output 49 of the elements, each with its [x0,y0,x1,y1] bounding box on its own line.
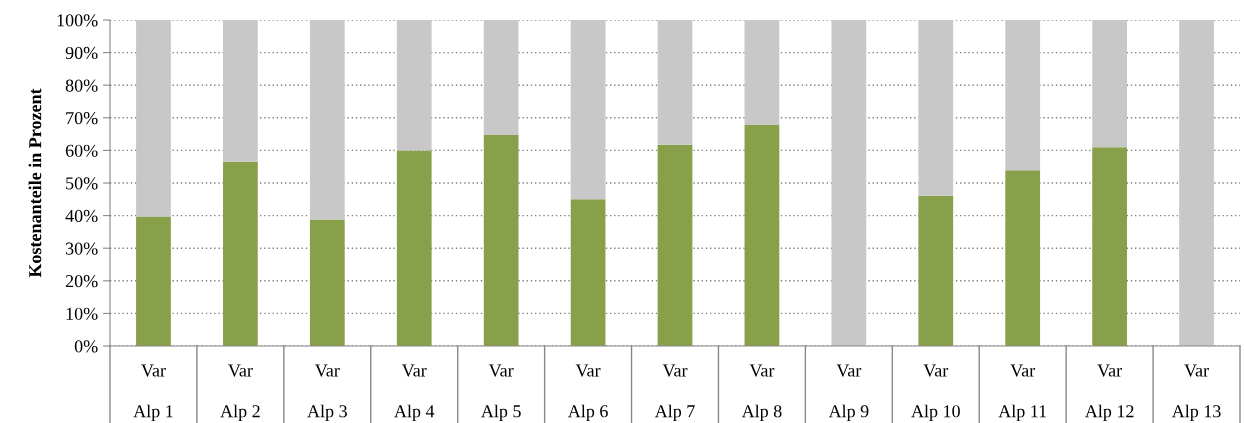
bar [483,135,519,346]
bar [309,219,345,346]
category-label: Var Alp 2 [220,364,260,422]
category-label: Var Alp 6 [567,364,608,422]
y-axis-title: Kostenanteile in Prozent [28,88,42,278]
y-tick-label: 40% [65,209,98,223]
y-tick-label: 60% [65,144,98,157]
bar [223,161,258,346]
bar [136,20,171,217]
bar [744,20,780,125]
category-label: Var Alp 11 [998,364,1047,422]
bar [1005,20,1041,171]
category-label: Var Alp 4 [394,364,435,422]
bar [223,20,258,162]
y-tick-label: 0% [74,340,98,353]
bar [1092,20,1127,148]
category-label: Var Alp 7 [654,364,695,422]
bar [396,20,432,151]
category-label: Var Alp 3 [307,364,347,422]
category-label: Var Alp 9 [828,364,869,422]
bar [657,20,693,145]
bar [744,124,780,346]
bar [309,20,345,220]
category-label: Var Alp 12 [1084,364,1134,422]
bar [918,195,954,346]
y-tick-label: 20% [65,275,98,288]
y-tick-label: 70% [66,112,98,125]
bar [1005,170,1041,346]
bar [570,199,606,346]
bar [657,144,693,346]
bar [1179,20,1214,346]
y-tick-label: 100% [57,14,98,27]
bar [396,150,432,346]
bar [918,20,954,196]
bar [1092,147,1127,346]
y-tick-label: 90% [65,46,98,60]
bar [831,20,867,346]
y-tick-label: 50% [66,177,98,190]
category-label: Var Alp 5 [481,364,521,422]
category-label: Var Alp 1 [133,364,173,422]
y-tick-label: 30% [65,242,98,255]
y-tick-label: 80% [65,79,98,92]
bar [136,216,171,346]
category-label: Var Alp 8 [741,364,782,422]
category-label: Var Alp 10 [911,364,960,422]
bar [483,20,519,136]
bar [570,20,606,200]
category-label: Var Alp 13 [1171,364,1221,422]
y-tick-label: 10% [66,307,98,320]
